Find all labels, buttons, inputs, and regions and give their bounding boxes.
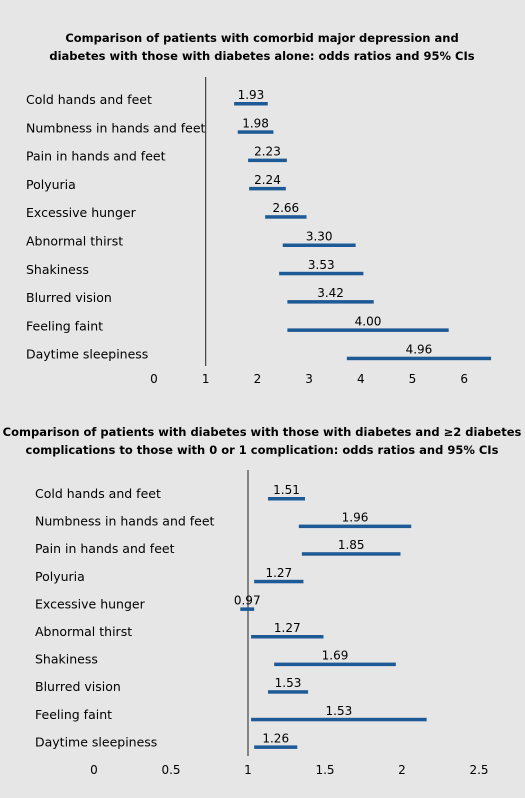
chart-1-x-tick-label: 2 <box>254 372 262 386</box>
chart-1-x-tick-label: 1 <box>202 372 210 386</box>
chart-2-ci-bar <box>251 717 427 722</box>
chart-1-category-label: Abnormal thirst <box>26 234 123 249</box>
chart-2-category-label: Shakiness <box>35 652 98 667</box>
chart-2-ci-bar <box>254 579 304 584</box>
chart-1-ci-bar <box>237 130 274 134</box>
chart-2-ci-bar <box>274 662 396 667</box>
chart-2-category-label: Polyuria <box>35 569 85 584</box>
chart-2-category-label: Numbness in hands and feet <box>35 514 215 529</box>
chart-1-value-label: 2.66 <box>272 201 299 215</box>
chart-1-category-label: Excessive hunger <box>26 205 137 220</box>
chart-2-ci-bar <box>301 552 401 556</box>
chart-2-category-label: Abnormal thirst <box>35 624 132 639</box>
chart-1-ci-bar <box>346 356 492 361</box>
chart-2-x-tick-label: 1 <box>244 763 252 777</box>
chart-1-value-label: 3.30 <box>306 230 333 244</box>
chart-1-ci-bar <box>248 158 287 163</box>
chart-1-category-label: Polyuria <box>26 177 76 192</box>
chart-1-x-tick-label: 4 <box>357 372 365 386</box>
chart-1-value-label: 3.42 <box>317 286 344 300</box>
chart-2-ci-bar <box>298 524 412 529</box>
chart-2-x-tick-label: 1.5 <box>315 763 334 777</box>
chart-2-value-label: 1.53 <box>275 676 302 690</box>
chart-2-value-label: 1.26 <box>262 731 289 745</box>
chart-1-x-tick-label: 3 <box>305 372 313 386</box>
chart-2-value-label: 1.85 <box>338 538 365 552</box>
chart-1-ci-bar <box>279 271 364 276</box>
chart-1-ci-bar <box>287 300 374 304</box>
chart-1-title-line-2: diabetes with those with diabetes alone:… <box>49 49 474 63</box>
chart-2-value-label: 1.69 <box>322 649 349 663</box>
chart-1-value-label: 2.23 <box>254 145 281 159</box>
chart-1-ci-bar <box>234 102 268 106</box>
chart-2-category-label: Blurred vision <box>35 679 121 694</box>
chart-1-category-label: Daytime sleepiness <box>26 347 148 362</box>
chart-1-x-tick-label: 5 <box>409 372 417 386</box>
chart-1-ci-bar <box>249 186 286 191</box>
chart-2-title-line-1: Comparison of patients with diabetes wit… <box>3 425 522 439</box>
chart-1-category-label: Numbness in hands and feet <box>26 120 206 135</box>
chart-1-value-label: 4.00 <box>355 314 382 328</box>
chart-1-ci-bar <box>265 215 307 219</box>
chart-2-ci-bar <box>240 607 255 611</box>
chart-2-ci-bar <box>254 745 298 749</box>
chart-2-value-label: 1.27 <box>265 566 292 580</box>
chart-2-value-label: 1.27 <box>274 621 301 635</box>
chart-2-value-label: 1.96 <box>342 511 369 525</box>
chart-1-ci-bar <box>282 243 356 247</box>
chart-1-category-label: Blurred vision <box>26 290 112 305</box>
chart-1-value-label: 1.93 <box>238 88 265 102</box>
chart-2-title-line-2: complications to those with 0 or 1 compl… <box>26 443 499 457</box>
chart-2-ci-bar <box>268 690 309 694</box>
chart-2-value-label: 1.53 <box>326 704 353 718</box>
chart-1-value-label: 4.96 <box>406 343 433 357</box>
chart-1-x-tick-label: 0 <box>150 372 158 386</box>
chart-1-category-label: Feeling faint <box>26 318 103 333</box>
chart-2-category-label: Daytime sleepiness <box>35 734 157 749</box>
chart-1-x-tick-label: 6 <box>460 372 468 386</box>
chart-1-value-label: 3.53 <box>308 258 335 272</box>
chart-1-category-label: Shakiness <box>26 262 89 277</box>
chart-2-ci-bar <box>268 497 305 501</box>
chart-2-ci-bar <box>251 635 324 639</box>
chart-2-value-label: 1.51 <box>273 483 300 497</box>
chart-2-x-tick-label: 0 <box>90 763 98 777</box>
chart-1-title-line-1: Comparison of patients with comorbid maj… <box>65 31 458 45</box>
chart-1-ci-bar <box>287 328 449 332</box>
chart-2-x-tick-label: 2 <box>398 763 406 777</box>
chart-2-category-label: Pain in hands and feet <box>35 541 175 556</box>
chart-1-value-label: 1.98 <box>242 116 269 130</box>
chart-2-value-label: 0.97 <box>234 593 261 607</box>
chart-2-x-tick-label: 0.5 <box>161 763 180 777</box>
chart-2-category-label: Excessive hunger <box>35 596 146 611</box>
chart-2-x-tick-label: 2.5 <box>469 763 488 777</box>
chart-2-category-label: Feeling faint <box>35 707 112 722</box>
chart-2-category-label: Cold hands and feet <box>35 486 161 501</box>
chart-1-value-label: 2.24 <box>254 173 281 187</box>
chart-1-category-label: Cold hands and feet <box>26 92 152 107</box>
chart-1-category-label: Pain in hands and feet <box>26 149 166 164</box>
